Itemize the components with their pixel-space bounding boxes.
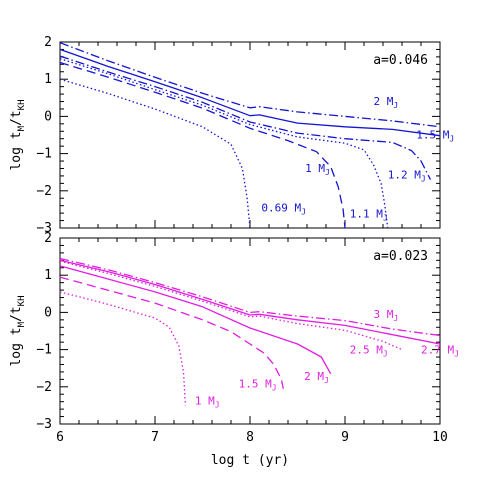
series-line-1-MJ <box>59 61 346 229</box>
curve-label: 1.5 MJ <box>416 129 454 144</box>
y-tick-label: −3 <box>36 221 52 236</box>
y-tick-label: 1 <box>44 72 52 87</box>
y-tick-label: 2 <box>44 35 52 50</box>
y-tick-label: −2 <box>36 184 52 199</box>
curve-label: 2.7 MJ <box>421 343 459 358</box>
y-tick-label: −3 <box>36 417 52 432</box>
series-line-1p2-MJ <box>59 55 432 180</box>
y-tick-label: 0 <box>44 109 52 124</box>
plot-frame <box>59 237 441 425</box>
series-line-1p5-MJ <box>59 276 284 389</box>
y-tick-label: −1 <box>36 147 52 162</box>
series-line-1p1-MJ <box>59 58 389 229</box>
x-tick-label: 9 <box>341 430 349 445</box>
curve-label: 1 MJ <box>195 395 220 410</box>
series-line-0p69-MJ <box>59 78 251 229</box>
series-line-1-MJ <box>59 291 187 406</box>
curve-label: 1.2 MJ <box>388 169 426 184</box>
x-tick-label: 10 <box>432 430 448 445</box>
curve-label: 2 MJ <box>374 95 399 110</box>
x-axis-label: log t (yr) <box>211 453 289 468</box>
panel-label: a=0.023 <box>373 249 428 264</box>
curve-label: 2 MJ <box>304 370 329 385</box>
x-tick-label: 7 <box>151 430 159 445</box>
curve-label: 1.1 MJ <box>350 208 388 223</box>
x-tick-label: 8 <box>246 430 254 445</box>
y-tick-label: 2 <box>44 231 52 246</box>
curve-label: 3 MJ <box>374 308 399 323</box>
x-tick-label: 6 <box>56 430 64 445</box>
series-line-2-MJ <box>59 42 441 128</box>
series-line-3-MJ <box>59 257 441 337</box>
y-tick-label: −1 <box>36 343 52 358</box>
series-line-1p5-MJ <box>59 48 441 137</box>
curve-label: 0.69 MJ <box>261 201 306 216</box>
panel-label: a=0.046 <box>373 53 428 68</box>
y-tick-label: 1 <box>44 268 52 283</box>
series-line-2-MJ <box>59 265 332 375</box>
curve-label: 1.5 MJ <box>239 378 277 393</box>
series-line-2p7-MJ <box>59 259 441 345</box>
curve-label: 2.5 MJ <box>350 343 388 358</box>
y-axis-label: log tM/tKH <box>9 99 27 170</box>
y-tick-label: 0 <box>44 305 52 320</box>
y-tick-label: −2 <box>36 380 52 395</box>
curve-label: 1 MJ <box>305 162 330 177</box>
panel-top: −3 −2 −1 0 1 2 log tM/tKH a=0.046 2 MJ 1.5 MJ 1.2 … <box>9 35 454 236</box>
panel-bottom: −3 −2 −1 0 1 2 6 7 8 9 10 log t (yr) log tM/tKH a=0.0… <box>9 231 459 468</box>
y-axis-label: log tM/tKH <box>9 295 27 366</box>
